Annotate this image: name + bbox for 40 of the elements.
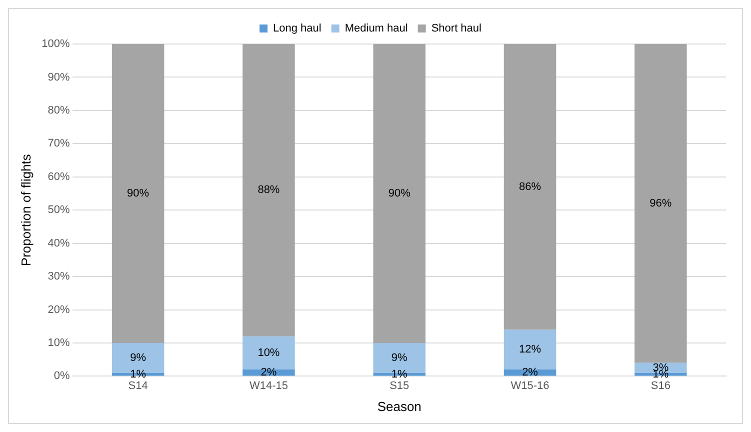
bar (504, 44, 556, 330)
data-label: 1% (391, 368, 408, 380)
data-label: 12% (519, 344, 542, 356)
y-tick-label: 40% (48, 237, 70, 250)
legend-label: Short haul (431, 22, 482, 35)
x-tick-label: S16 (650, 380, 670, 392)
y-tick-label: 100% (42, 38, 70, 50)
y-tick-label: 60% (48, 170, 70, 183)
legend-label: Medium haul (344, 22, 408, 35)
y-tick-label: 10% (48, 337, 70, 350)
data-label: 1% (652, 368, 669, 380)
data-label: 9% (391, 352, 408, 364)
y-axis-title: Proportion of flights (18, 154, 34, 266)
data-label: 96% (650, 197, 672, 210)
data-label: 1% (130, 368, 146, 380)
x-tick-label: S14 (128, 380, 148, 392)
y-tick-label: 50% (48, 204, 70, 216)
data-label: 90% (388, 188, 411, 200)
y-tick-label: 70% (48, 138, 70, 150)
bar (373, 44, 426, 343)
data-label: 2% (260, 366, 277, 379)
x-tick-label: W14-15 (249, 380, 288, 392)
y-tick-label: 80% (48, 104, 70, 116)
y-tick-label: 20% (48, 304, 70, 316)
y-tick-label: 30% (48, 270, 70, 283)
data-label: 2% (522, 366, 538, 379)
bar (634, 44, 687, 363)
legend-label: Long haul (273, 22, 322, 35)
data-label: 10% (258, 346, 280, 359)
data-label: 90% (127, 188, 150, 200)
bar (242, 44, 295, 336)
y-tick-label: 90% (48, 71, 70, 84)
data-label: 86% (519, 180, 542, 193)
x-tick-label: S15 (390, 380, 410, 392)
x-tick-label: W15-16 (510, 380, 550, 392)
data-label: 88% (258, 184, 280, 196)
bar (112, 44, 164, 343)
y-tick-label: 0% (54, 370, 70, 382)
x-axis-title: Season (377, 398, 422, 414)
data-label: 9% (130, 352, 146, 364)
